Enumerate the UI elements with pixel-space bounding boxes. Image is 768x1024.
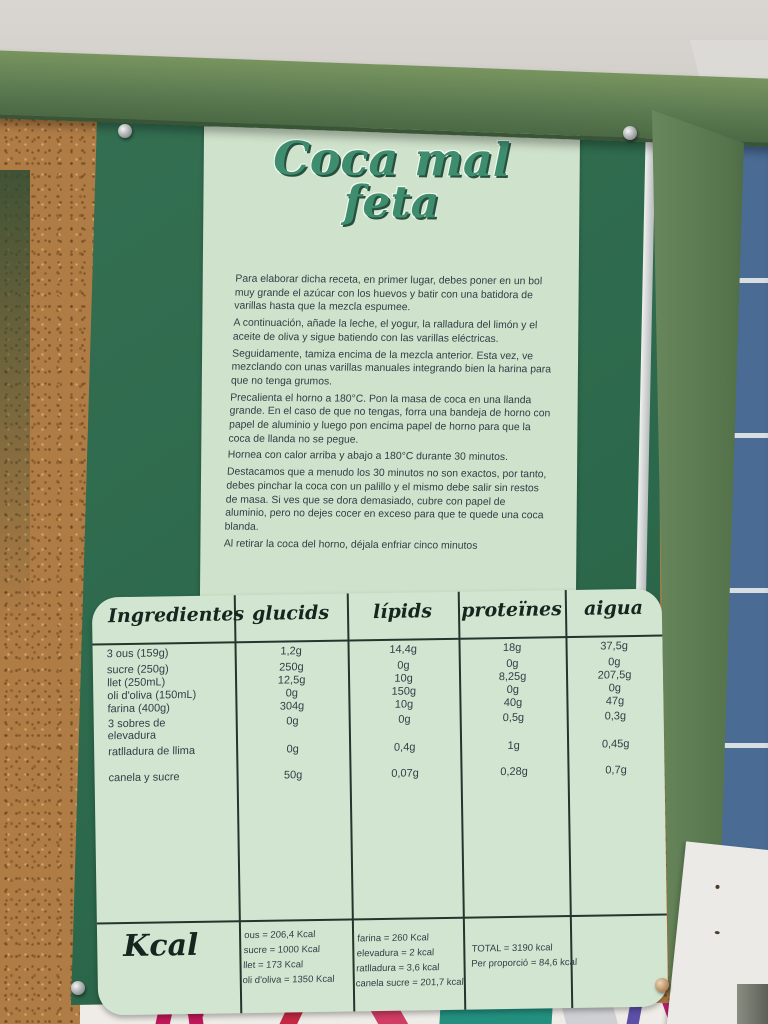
frame-left-shadow: [0, 170, 30, 630]
kcal-line: canela sucre = 201,7 kcal: [355, 976, 464, 990]
proteines-value: 8,25g: [498, 670, 527, 684]
table-row: 3 sobres de elevadura 0g 0g 0,5g 0,3g: [94, 710, 664, 743]
proteines-value: 0g: [506, 683, 520, 696]
kcal-line: TOTAL = 3190 kcal: [471, 942, 553, 955]
header-aigua: aigua: [583, 596, 644, 620]
header-ingredientes: Ingredientes: [107, 603, 245, 628]
glucids-value: 0g: [286, 715, 299, 728]
kcal-line: ratlladura = 3,6 kcal: [356, 962, 440, 975]
kcal-cell-glucids: ous = 206,4 Kcal sucre = 1000 Kcal llet …: [242, 927, 336, 988]
push-pin-icon: [655, 978, 669, 992]
lipids-value: 0g: [398, 713, 411, 726]
title-line2: feta: [343, 176, 440, 229]
paper-mark: [715, 884, 720, 890]
proteines-value: 0,5g: [502, 711, 525, 725]
recipe-text: Para elaborar dicha receta, en primer lu…: [223, 273, 559, 557]
proteines-value: 40g: [503, 696, 523, 710]
header-lipids: lípids: [372, 600, 433, 624]
recipe-sheet: Coca mal feta Para elaborar dicha receta…: [199, 126, 581, 602]
aigua-value: 47g: [605, 695, 625, 708]
aigua-value: 0,3g: [604, 710, 627, 723]
paper-mark: [714, 930, 720, 935]
kcal-cell-total: TOTAL = 3190 kcal Per proporció = 84,6 k…: [471, 940, 578, 972]
header-proteines: proteïnes: [461, 598, 562, 622]
kcal-line: llet = 173 Kcal: [242, 959, 304, 972]
kcal-cell-lipids: farina = 260 Kcal elevadura = 2 kcal rat…: [355, 930, 465, 992]
recipe-paragraph: Destacamos que a menudo los 30 minutos n…: [224, 466, 547, 533]
proteines-value: 18g: [502, 641, 522, 655]
recipe-paragraph: Seguidamente, tamiza encima de la mezcla…: [230, 348, 552, 388]
glucids-value: 1,2g: [280, 645, 302, 658]
lipids-value: 10g: [394, 698, 414, 711]
aigua-value: 207,5g: [597, 669, 632, 682]
recipe-paragraph: Precalienta el horno a 180°C. Pon la mas…: [228, 392, 551, 446]
table-header-row: Ingredientes glucids lípids proteïnes ai…: [92, 597, 662, 628]
ingredient-name: sucre (250g): [106, 663, 169, 677]
lipids-value: 0,4g: [393, 741, 416, 754]
push-pin-icon: [118, 124, 132, 138]
poster-title: Coca mal feta: [203, 131, 580, 229]
push-pin-icon: [71, 981, 85, 995]
kcal-line: sucre = 1000 Kcal: [243, 943, 321, 957]
glucids-value: 250g: [279, 661, 304, 674]
lipids-value: 14,4g: [389, 643, 418, 656]
kcal-line: Per proporció = 84,6 kcal: [470, 956, 578, 970]
ingredient-name: ratlladura de llima: [108, 744, 196, 759]
lipids-value: 10g: [394, 672, 413, 685]
ingredient-name: 3 sobres de elevadura: [107, 717, 166, 742]
ingredient-name: 3 ous (159g): [106, 647, 169, 661]
ingredient-name: farina (400g): [107, 702, 171, 716]
lipids-value: 150g: [391, 685, 417, 698]
recipe-paragraph: A continuación, añade la leche, el yogur…: [232, 317, 538, 345]
ingredient-name: oli d'oliva (150mL): [107, 688, 197, 703]
glucids-value: 0g: [286, 743, 299, 756]
proteines-value: 0g: [506, 657, 519, 671]
aigua-value: 0,7g: [605, 764, 627, 777]
proteines-value: 0,28g: [500, 765, 528, 779]
nutrition-table-sheet: Ingredientes glucids lípids proteïnes ai…: [91, 588, 669, 1016]
kcal-line: elevadura = 2 kcal: [356, 947, 435, 960]
corner-paper: [737, 984, 768, 1024]
glucids-value: 50g: [283, 769, 303, 782]
aigua-value: 0,45g: [601, 738, 630, 751]
header-glucids: glucids: [251, 601, 330, 625]
push-pin-icon: [623, 126, 637, 140]
kcal-line: ous = 206,4 Kcal: [244, 929, 316, 942]
proteines-value: 1g: [507, 739, 520, 752]
kcal-row-label: Kcal: [122, 927, 199, 965]
lipids-value: 0,07g: [391, 767, 419, 780]
table-row: ratlladura de llima 0g 0,4g 1g 0,45g: [94, 738, 664, 759]
recipe-paragraph: Para elaborar dicha receta, en primer lu…: [233, 273, 543, 314]
ingredient-name: llet (250mL): [107, 676, 166, 690]
glucids-value: 12,5g: [277, 674, 306, 687]
ingredient-name: canela y sucre: [108, 771, 180, 785]
aigua-value: 0g: [608, 656, 621, 669]
glucids-value: 0g: [285, 687, 299, 700]
table-row: canela y sucre 50g 0,07g 0,28g 0,7g: [94, 764, 664, 785]
aigua-value: 0g: [608, 682, 622, 695]
kcal-line: oli d'oliva = 1350 Kcal: [242, 973, 335, 987]
recipe-paragraph: Hornea con calor arriba y abajo a 180°C …: [227, 450, 509, 464]
glucids-value: 304g: [279, 700, 305, 713]
aigua-value: 37,5g: [600, 640, 628, 653]
kcal-line: farina = 260 Kcal: [357, 932, 430, 945]
recipe-paragraph: Al retirar la coca del horno, déjala enf…: [223, 538, 478, 552]
kcal-divider: [96, 913, 667, 925]
lipids-value: 0g: [397, 659, 410, 672]
